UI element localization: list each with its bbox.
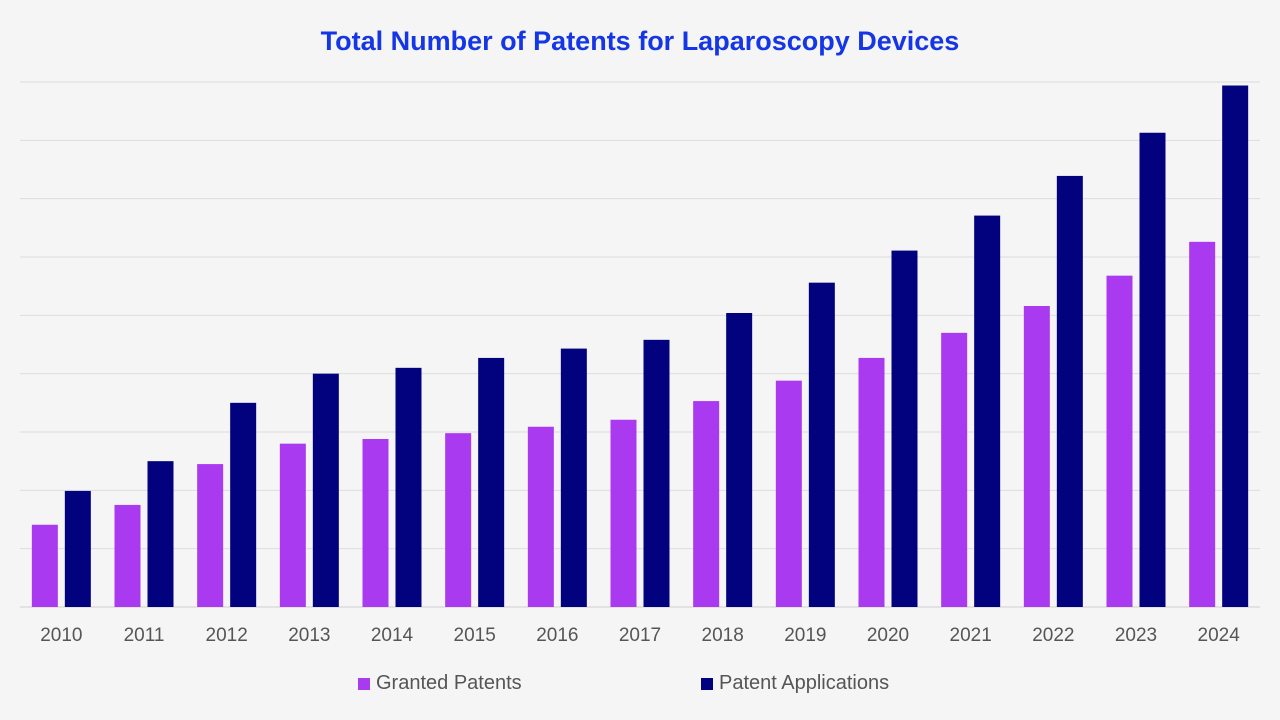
legend-label-applications: Patent Applications [719,672,889,695]
bar-granted-2024 [1189,242,1215,607]
bar-granted-2023 [1107,276,1133,607]
bar-applications-2015 [478,358,504,607]
x-tick-label: 2020 [867,625,909,646]
bar-granted-2019 [776,381,802,607]
x-tick-label: 2021 [950,625,992,646]
legend-swatch-granted [358,678,370,690]
bar-applications-2018 [726,313,752,607]
bar-applications-2013 [313,374,339,607]
bar-applications-2021 [974,216,1000,607]
x-tick-label: 2018 [702,625,744,646]
bar-granted-2010 [32,525,58,607]
x-tick-label: 2022 [1032,625,1074,646]
bar-granted-2014 [363,439,389,607]
bar-applications-2017 [644,340,670,607]
x-tick-label: 2012 [206,625,248,646]
bar-granted-2013 [280,444,306,607]
x-tick-label: 2010 [40,625,82,646]
x-tick-label: 2014 [371,625,414,646]
bar-applications-2024 [1222,86,1248,608]
bar-granted-2021 [941,333,967,607]
bar-applications-2012 [230,403,256,607]
bar-granted-2020 [859,358,885,607]
bar-applications-2019 [809,283,835,607]
bar-granted-2022 [1024,306,1050,607]
bar-applications-2023 [1140,133,1166,607]
bar-granted-2015 [445,433,471,607]
bar-applications-2020 [892,251,918,607]
x-tick-label: 2024 [1198,625,1241,646]
bar-granted-2012 [197,464,223,607]
legend-swatch-applications [701,678,713,690]
bar-granted-2018 [693,401,719,607]
legend-item-applications: Patent Applications [701,672,889,695]
legend-item-granted: Granted Patents [358,672,522,695]
x-tick-label: 2015 [454,625,496,646]
bar-applications-2011 [148,461,174,607]
x-tick-label: 2019 [784,625,826,646]
bar-applications-2010 [65,491,91,607]
bar-applications-2014 [396,368,422,607]
x-tick-label: 2013 [288,625,330,646]
bar-granted-2016 [528,427,554,607]
x-tick-label: 2023 [1115,625,1157,646]
bar-granted-2017 [611,420,637,607]
bar-granted-2011 [115,505,141,607]
legend-label-granted: Granted Patents [376,672,522,695]
x-tick-label: 2011 [124,625,165,646]
bar-applications-2022 [1057,176,1083,607]
x-tick-label: 2017 [619,625,661,646]
x-tick-label: 2016 [536,625,578,646]
bar-applications-2016 [561,349,587,607]
